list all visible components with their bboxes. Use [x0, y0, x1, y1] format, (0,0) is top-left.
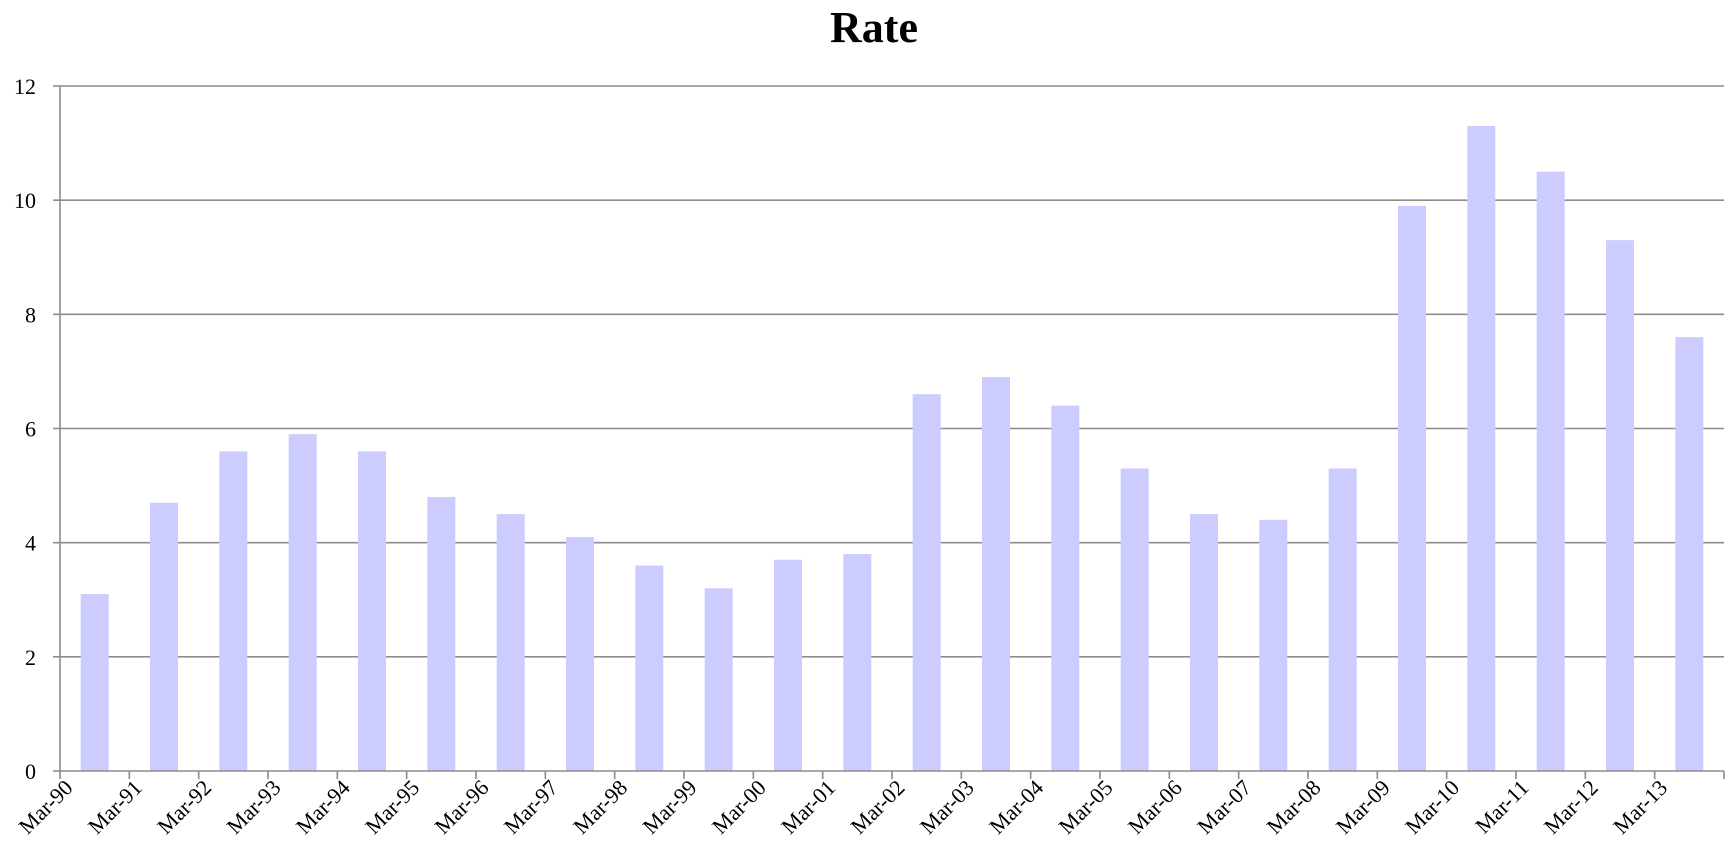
- bar-Mar-00: [774, 559, 802, 771]
- axes: [53, 85, 1725, 779]
- x-tick-label: Mar-91: [83, 775, 147, 839]
- x-tick-label: Mar-10: [1400, 775, 1464, 839]
- bar-Mar-92: [219, 451, 248, 771]
- gridlines: [60, 85, 1724, 658]
- bar-Mar-03: [982, 377, 1010, 771]
- bar-Mar-97: [566, 536, 594, 771]
- bar-Mar-98: [635, 565, 664, 771]
- x-tick-label: Mar-13: [1608, 775, 1672, 839]
- x-tick-label: Mar-02: [846, 775, 910, 839]
- x-tick-label: Mar-93: [222, 775, 286, 839]
- bar-Mar-13: [1675, 337, 1704, 771]
- x-tick-label: Mar-97: [499, 775, 563, 839]
- x-tick-label: Mar-09: [1331, 775, 1395, 839]
- chart-title: Rate: [830, 3, 918, 52]
- x-tick-label: Mar-11: [1470, 775, 1533, 838]
- bar-Mar-95: [427, 497, 456, 771]
- y-tick-label: 6: [25, 417, 36, 442]
- bar-Mar-06: [1190, 514, 1218, 771]
- bar-Mar-01: [843, 554, 872, 771]
- x-tick-label: Mar-92: [152, 775, 216, 839]
- y-tick-label: 12: [14, 74, 36, 99]
- y-tick-label: 10: [14, 188, 36, 213]
- x-tick-label: Mar-12: [1539, 775, 1603, 839]
- x-tick-label: Mar-98: [568, 775, 632, 839]
- bar-Mar-09: [1398, 205, 1426, 771]
- y-tick-label: 0: [25, 759, 36, 784]
- x-tick-label: Mar-96: [430, 775, 494, 839]
- x-tick-label: Mar-00: [707, 775, 771, 839]
- x-tick-label: Mar-99: [638, 775, 702, 839]
- bar-Mar-05: [1120, 468, 1149, 771]
- bar-Mar-02: [912, 394, 941, 771]
- bar-Mar-12: [1606, 240, 1634, 771]
- bars: [80, 125, 1704, 772]
- x-tick-labels: Mar-90 Mar-91 Mar-92 Mar-93 Mar-94 Mar-95 Mar-…: [14, 775, 1673, 839]
- x-tick-label: Mar-03: [915, 775, 979, 839]
- bar-Mar-91: [150, 502, 178, 771]
- x-tick-label: Mar-07: [1192, 775, 1256, 839]
- bar-Mar-04: [1051, 405, 1080, 771]
- bar-Mar-11: [1536, 171, 1565, 771]
- y-tick-labels: 0 2 4 6 8 10 12: [14, 74, 36, 784]
- bar-Mar-10: [1467, 125, 1496, 772]
- y-tick-label: 2: [25, 645, 36, 670]
- x-tick-label: Mar-95: [360, 775, 424, 839]
- bar-Mar-07: [1259, 519, 1288, 771]
- x-tick-label: Mar-94: [291, 775, 355, 839]
- bar-Mar-93: [288, 434, 317, 771]
- bar-Mar-99: [704, 588, 733, 771]
- x-tick-label: Mar-06: [1123, 775, 1187, 839]
- bar-Mar-94: [358, 451, 386, 771]
- bar-Mar-08: [1328, 468, 1357, 771]
- bar-Mar-90: [80, 594, 109, 771]
- x-tick-label: Mar-01: [776, 775, 840, 839]
- x-tick-label: Mar-05: [1054, 775, 1118, 839]
- y-tick-label: 4: [25, 531, 36, 556]
- x-tick-label: Mar-08: [1262, 775, 1326, 839]
- bar-Mar-96: [496, 514, 525, 771]
- y-tick-label: 8: [25, 302, 36, 327]
- x-tick-label: Mar-90: [14, 775, 78, 839]
- x-tick-label: Mar-04: [984, 775, 1048, 839]
